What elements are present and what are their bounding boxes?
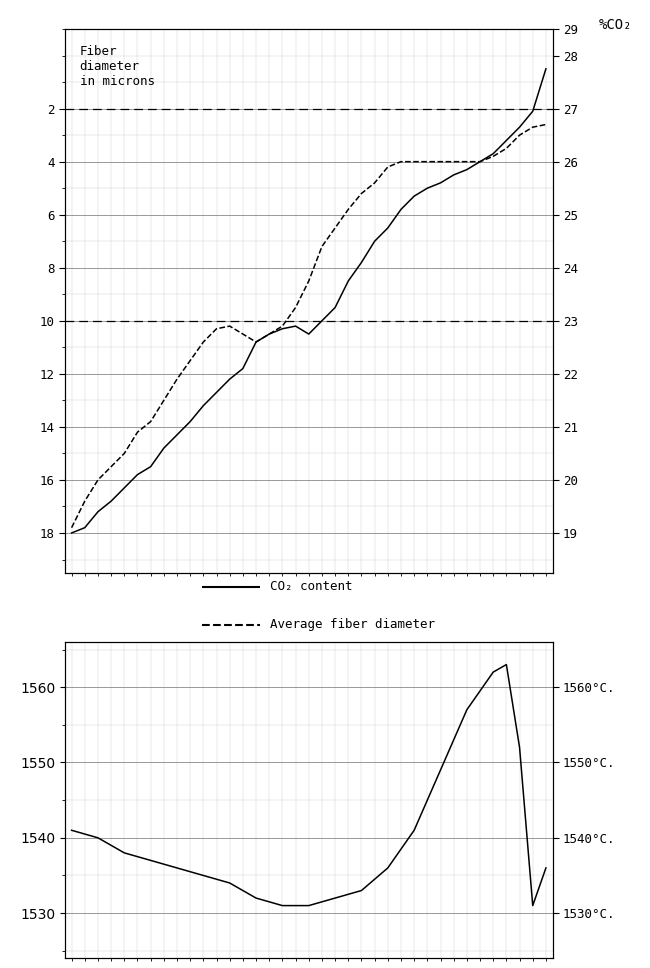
Text: Fiber
diameter
in microns: Fiber diameter in microns	[79, 45, 155, 88]
Y-axis label: %CO₂: %CO₂	[599, 18, 632, 32]
Text: CO₂ content: CO₂ content	[270, 580, 352, 593]
Text: Average fiber diameter: Average fiber diameter	[270, 619, 435, 631]
